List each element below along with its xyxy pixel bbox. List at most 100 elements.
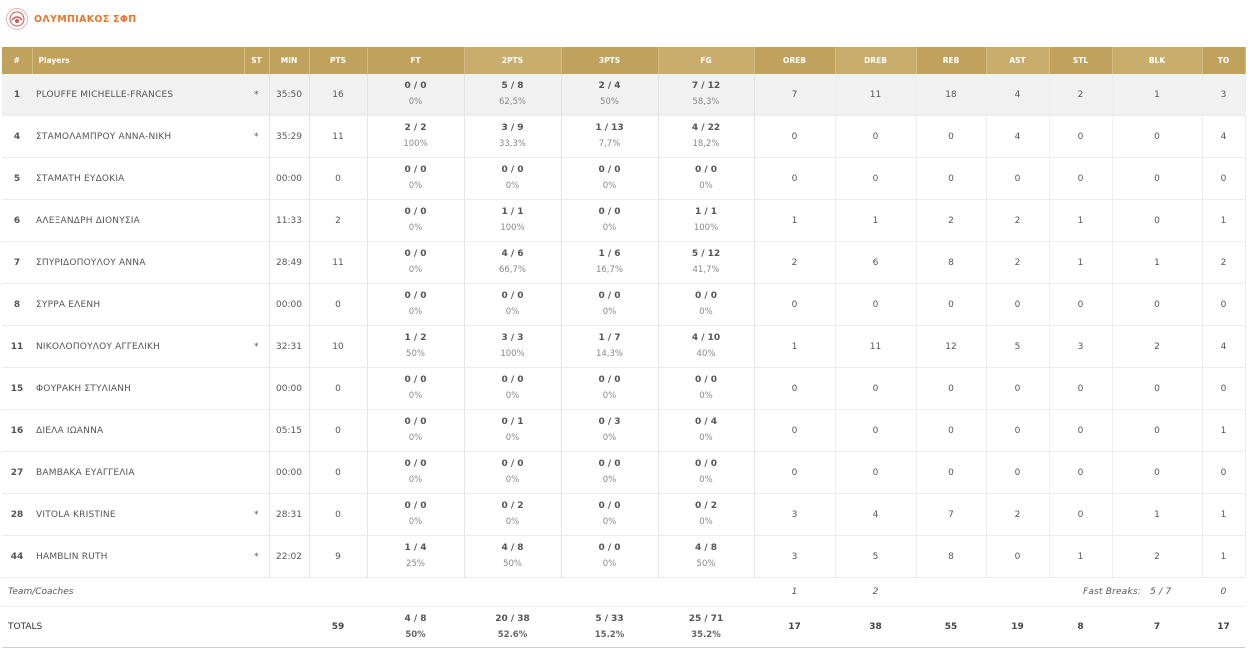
player-ft: 2 / 2 [404,123,427,133]
player-2pts-cell: 0 / 0 0% [464,451,562,494]
player-3pts-pct: 0% [602,433,617,443]
player-fg-cell: 1 / 1 100% [658,199,755,242]
col-header-blk[interactable]: BLK [1112,47,1203,74]
player-name[interactable]: ΑΛΕΞΑΝΔΡΗ ΔΙΟΝΥΣΙΑ [32,199,244,242]
player-fg-cell: 5 / 12 41,7% [658,241,755,284]
player-row: 27 ΒΑΜΒΑΚΑ ΕΥΑΓΓΕΛΙΑ 00:00 0 0 / 0 0% 0 / 0 0% 0… [2,451,1246,494]
player-name[interactable]: ΣΤΑΜΑΤΗ ΕΥΔΟΚΙΑ [32,157,244,200]
player-dreb: 5 [835,535,917,578]
player-fg: 0 / 4 [694,417,718,427]
col-header-pts[interactable]: PTS [309,47,368,74]
player-2pts-cell: 5 / 8 62,5% [464,74,562,116]
col-header-3pts[interactable]: 3PTS [561,47,659,74]
player-2pts-pct: 0% [505,181,520,191]
player-fg: 4 / 10 [691,333,721,343]
col-header-to[interactable]: TO [1202,47,1246,74]
player-number: 7 [2,241,32,284]
col-header-num[interactable]: # [2,47,33,74]
player-reb: 8 [916,241,987,284]
player-dreb: 1 [835,199,917,242]
player-to: 4 [1202,115,1246,158]
player-3pts-cell: 0 / 0 0% [561,157,659,200]
player-blk: 2 [1112,535,1203,578]
player-dreb: 0 [835,451,917,494]
player-row: 4 ΣΤΑΜΟΛΑΜΠΡΟΥ ΑΝΝΑ-ΝΙΚΗ * 35:29 11 2 / 2 100%… [2,115,1246,158]
player-number: 15 [2,367,32,410]
col-header-ft[interactable]: FT [367,47,465,74]
player-3pts-pct: 0% [602,181,617,191]
player-name[interactable]: ΣΥΡΡΑ ΕΛΕΝΗ [32,283,244,326]
col-header-players[interactable]: Players [32,47,245,74]
player-name[interactable]: ΣΠΥΡΙΔΟΠΟΥΛΟΥ ΑΝΝΑ [32,241,244,284]
player-2pts-pct: 33,3% [498,139,526,149]
player-oreb: 1 [754,325,836,368]
player-ft: 0 / 0 [404,207,427,217]
player-blk: 0 [1112,199,1203,242]
player-ft-pct: 0% [408,517,423,527]
player-ast: 2 [986,241,1050,284]
player-2pts-pct: 100% [500,349,525,359]
player-reb: 18 [916,74,987,116]
starter-mark: * [244,493,270,536]
player-dreb: 0 [835,157,917,200]
col-header-reb[interactable]: REB [916,47,987,74]
col-header-dreb[interactable]: DREB [835,47,917,74]
player-fg-pct: 0% [699,433,713,443]
player-2pts: 0 / 2 [501,501,524,511]
player-ast: 0 [986,409,1050,452]
player-name[interactable]: HAMBLIN RUTH [32,535,244,578]
player-name[interactable]: PLOUFFE MICHELLE-FRANCES [32,74,244,116]
player-number: 4 [2,115,32,158]
col-header-min[interactable]: MIN [269,47,310,74]
player-pts: 2 [309,199,368,242]
player-fg: 1 / 1 [694,207,718,217]
starter-mark [244,283,270,326]
player-ast: 4 [986,115,1050,158]
player-ft-pct: 100% [403,139,428,149]
player-3pts-cell: 1 / 6 16,7% [561,241,659,284]
totals-3pts-pct: 15.2% [594,629,625,640]
player-stl: 0 [1049,367,1113,410]
player-to: 3 [1202,74,1246,116]
col-header-stl[interactable]: STL [1049,47,1113,74]
player-name[interactable]: ΣΤΑΜΟΛΑΜΠΡΟΥ ΑΝΝΑ-ΝΙΚΗ [32,115,244,158]
player-min: 00:00 [269,367,310,410]
player-3pts-cell: 1 / 7 14,3% [561,325,659,368]
player-name[interactable]: ΔΙΕΛΑ ΙΩΑΝΝΑ [32,409,244,452]
fast-breaks: Fast Breaks: 5 / 7 [916,577,1202,607]
col-header-oreb[interactable]: OREB [754,47,836,74]
player-name[interactable]: ΝΙΚΟΛΟΠΟΥΛΟΥ ΑΓΓΕΛΙΚΗ [32,325,244,368]
col-header-st[interactable]: ST [244,47,270,74]
player-dreb: 0 [835,115,917,158]
player-stl: 0 [1049,283,1113,326]
player-2pts-cell: 1 / 1 100% [464,199,562,242]
player-oreb: 0 [754,367,836,410]
player-row: 7 ΣΠΥΡΙΔΟΠΟΥΛΟΥ ΑΝΝΑ 28:49 11 0 / 0 0% 4 / 6 66… [2,241,1246,284]
player-2pts-cell: 4 / 6 66,7% [464,241,562,284]
player-name[interactable]: ΦΟΥΡΑΚΗ ΣΤΥΛΙΑΝΗ [32,367,244,410]
col-header-fg[interactable]: FG [658,47,755,74]
starter-mark [244,157,270,200]
player-dreb: 0 [835,367,917,410]
team-name[interactable]: ΟΛΥΜΠΙΑΚΟΣ ΣΦΠ [34,13,137,25]
col-header-2pts[interactable]: 2PTS [464,47,562,74]
player-blk: 1 [1112,493,1203,536]
player-2pts-pct: 62,5% [498,97,526,107]
player-oreb: 0 [754,157,836,200]
player-fg-cell: 7 / 12 58,3% [658,74,755,116]
col-header-ast[interactable]: AST [986,47,1050,74]
player-ft-cell: 0 / 0 0% [367,241,465,284]
player-ast: 0 [986,535,1050,578]
player-fg-cell: 0 / 0 0% [658,451,755,494]
player-oreb: 0 [754,409,836,452]
totals-fg-pct: 35.2% [691,629,721,640]
player-3pts-cell: 0 / 0 0% [561,535,659,578]
player-ft-pct: 0% [408,391,423,401]
player-fg-cell: 0 / 0 0% [658,367,755,410]
player-3pts-pct: 0% [602,223,617,233]
player-ft-cell: 0 / 0 0% [367,367,465,410]
team-coaches-row: Team/Coaches 1 2 Fast Breaks: 5 / 7 0 [2,577,1245,607]
player-name[interactable]: VITOLA KRISTINE [32,493,244,536]
player-number: 28 [2,493,32,536]
player-name[interactable]: ΒΑΜΒΑΚΑ ΕΥΑΓΓΕΛΙΑ [32,451,244,494]
